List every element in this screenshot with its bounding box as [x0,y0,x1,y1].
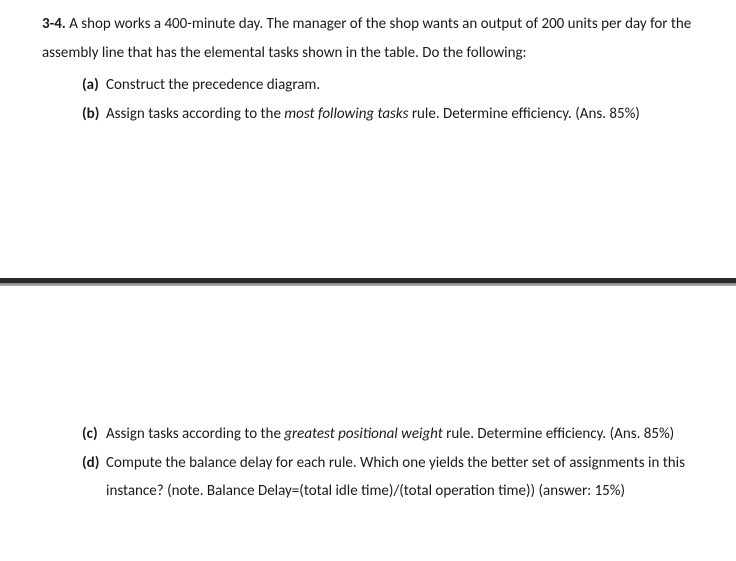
item-b-suffix: rule. Determine efficiency. (Ans. 85%) [408,105,639,123]
item-d: (d)Compute the balance delay for each ru… [66,449,704,506]
horizontal-divider [0,278,736,286]
bottom-content-block: (c)Assign tasks according to the greates… [0,420,736,506]
item-a-letter: (a) [82,71,106,100]
item-d-letter: (d) [82,449,106,478]
item-d-text: Compute the balance delay for each rule.… [106,454,685,501]
item-b-italic: most following tasks [284,105,408,123]
top-content-block: 3-4. A shop works a 400-minute day. The … [0,0,736,128]
item-c-text: Assign tasks according to the greatest p… [106,425,674,443]
problem-number: 3-4. [42,15,66,33]
item-a-text: Construct the precedence diagram. [106,76,320,94]
item-c-prefix: Assign tasks according to the [106,425,284,443]
item-c-italic: greatest positional weight [284,425,442,443]
item-a: (a)Construct the precedence diagram. [66,71,704,100]
item-c-suffix: rule. Determine efficiency. (Ans. 85%) [443,425,674,443]
item-c: (c)Assign tasks according to the greates… [66,420,704,449]
problem-intro-text: A shop works a 400-minute day. The manag… [42,15,691,62]
problem-intro: 3-4. A shop works a 400-minute day. The … [42,10,704,67]
item-b-letter: (b) [82,100,106,129]
item-c-letter: (c) [82,420,106,449]
item-b: (b)Assign tasks according to the most fo… [66,100,704,129]
item-b-text: Assign tasks according to the most follo… [106,105,640,123]
item-b-prefix: Assign tasks according to the [106,105,284,123]
